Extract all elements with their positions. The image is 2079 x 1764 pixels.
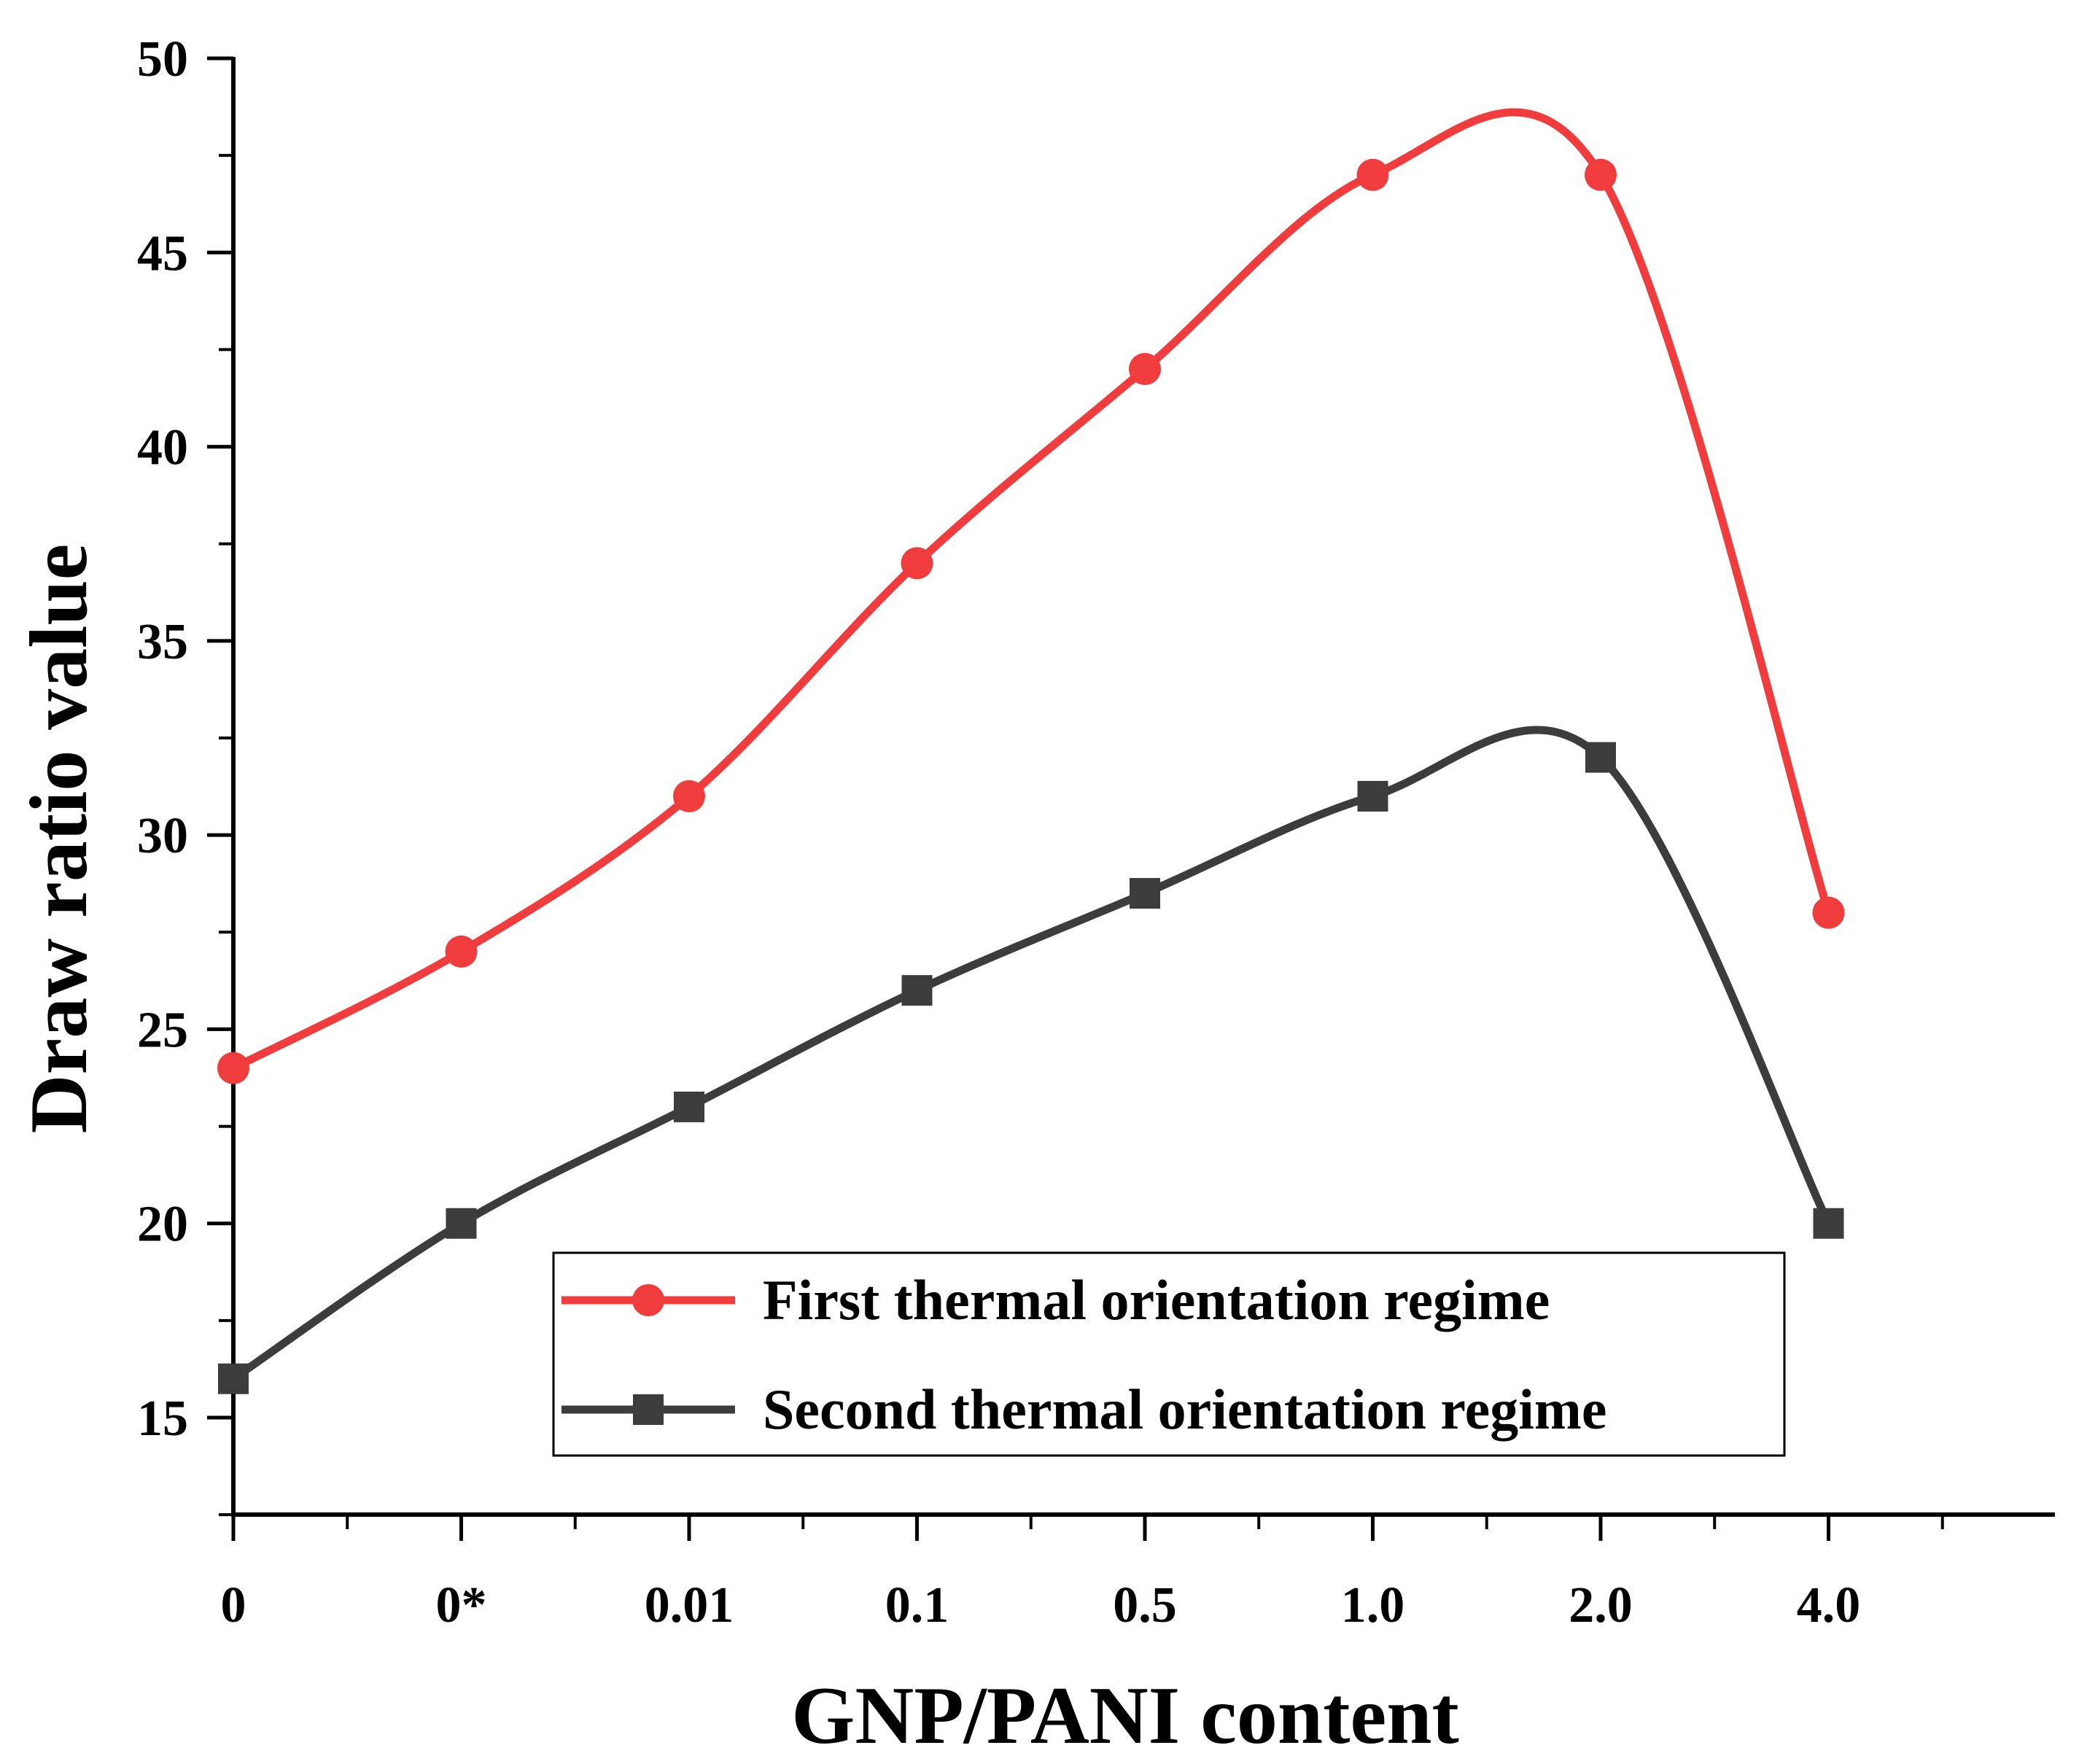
data-point [1357, 780, 1388, 812]
data-point [446, 1208, 477, 1239]
x-tick-label: 2.0 [1569, 1577, 1633, 1633]
series-line [231, 108, 1833, 1072]
data-point [445, 935, 478, 968]
y-tick-label: 25 [137, 1002, 188, 1058]
data-point [1812, 896, 1845, 929]
data-point [901, 547, 933, 580]
x-tick-label: 1.0 [1341, 1577, 1405, 1633]
y-ticks: 15 20 25 30 35 40 45 50 [137, 31, 233, 1517]
x-tick-label: 0* [436, 1577, 487, 1633]
x-tick-label: 4.0 [1797, 1577, 1861, 1633]
legend-label: Second thermal orientation regime [763, 1378, 1607, 1441]
legend-box [552, 1251, 1786, 1457]
y-tick-label: 40 [137, 420, 188, 476]
x-tick-label: 0.1 [885, 1577, 949, 1633]
y-tick-label: 50 [137, 31, 188, 88]
legend-entry: First thermal orientation regime [561, 1268, 1550, 1332]
data-point [1130, 878, 1160, 909]
legend-marker [633, 1394, 664, 1425]
x-tick-label: 0 [221, 1577, 246, 1633]
x-ticks: 0 0* 0.01 0.1 0.5 1.0 2.0 4.0 [221, 1515, 1944, 1633]
data-point [901, 975, 933, 1006]
x-axis-title: GNP/PANI content [791, 1671, 1459, 1761]
y-axis-title: Draw ratio value [14, 544, 104, 1134]
x-tick-label: 0.01 [645, 1577, 734, 1633]
series [217, 108, 1845, 1394]
legend-entry: Second thermal orientation regime [561, 1378, 1607, 1441]
data-point [218, 1363, 249, 1394]
data-point [1129, 353, 1161, 386]
x-tick-label: 0.5 [1113, 1577, 1177, 1633]
data-point [1585, 158, 1617, 191]
series-line [230, 726, 1833, 1383]
data-point [674, 1091, 704, 1122]
y-tick-label: 35 [137, 614, 188, 670]
y-tick-label: 30 [137, 808, 188, 864]
series-1 [217, 108, 1845, 1084]
legend-label: First thermal orientation regime [763, 1268, 1550, 1332]
series-2 [218, 726, 1844, 1394]
data-point [217, 1052, 249, 1084]
legend-marker [632, 1284, 664, 1316]
y-tick-label: 45 [137, 225, 188, 281]
y-tick-label: 15 [137, 1391, 188, 1447]
data-point [673, 780, 705, 812]
data-point [1585, 742, 1616, 773]
data-point [1356, 158, 1389, 191]
data-point [1813, 1208, 1844, 1239]
legend: First thermal orientation regime Second t… [552, 1251, 1786, 1457]
y-tick-label: 20 [137, 1197, 188, 1253]
